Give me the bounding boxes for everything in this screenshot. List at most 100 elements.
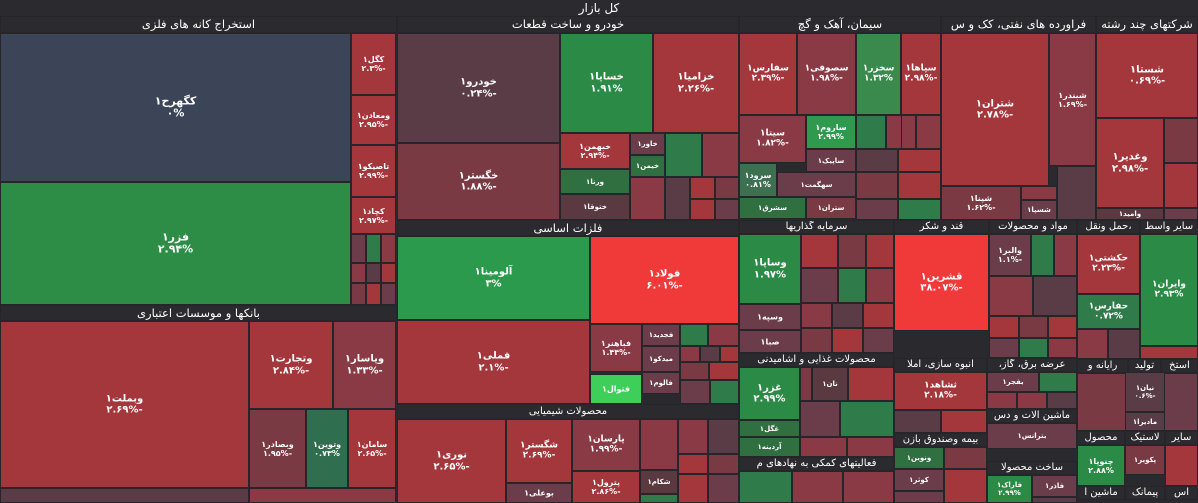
treemap-tile[interactable]: [894, 491, 944, 503]
treemap-tile[interactable]: سپاها۱ -۲.۹۸%: [901, 33, 941, 115]
treemap-tile[interactable]: [680, 362, 709, 380]
treemap-tile[interactable]: بترانس۱: [987, 423, 1077, 449]
treemap-tile[interactable]: [1164, 208, 1198, 220]
treemap-tile[interactable]: فولاد۱ -۶.۰۱%: [590, 236, 739, 324]
treemap-tile[interactable]: خاور۱: [630, 133, 665, 155]
treemap-tile[interactable]: وغدیر۱ -۲.۹۸%: [1096, 118, 1164, 208]
treemap-tile[interactable]: [1164, 163, 1198, 208]
treemap-tile[interactable]: [801, 328, 832, 353]
treemap-tile[interactable]: سصوفی۱ -۱.۹۸%: [797, 33, 856, 115]
treemap-tile[interactable]: کگل۱ -۲.۳%: [351, 33, 396, 95]
treemap-tile[interactable]: کوثر۱: [894, 469, 944, 491]
treemap-tile[interactable]: [678, 474, 708, 503]
treemap-tile[interactable]: ثشاهد۱ -۲.۱۸%: [894, 372, 987, 410]
treemap-tile[interactable]: شکام۱: [640, 470, 678, 494]
treemap-tile[interactable]: [1161, 373, 1198, 431]
treemap-tile[interactable]: نان۱: [812, 367, 848, 401]
treemap-tile[interactable]: [1077, 329, 1108, 359]
treemap-tile[interactable]: [1017, 392, 1047, 409]
treemap-tile[interactable]: [1019, 338, 1048, 358]
treemap-tile[interactable]: [1048, 316, 1077, 338]
treemap-tile[interactable]: [989, 276, 1033, 316]
treemap-tile[interactable]: [739, 471, 792, 503]
treemap-tile[interactable]: خگستر۱ -۱.۸۸%: [397, 143, 560, 220]
treemap-tile[interactable]: [678, 454, 708, 474]
treemap-tile[interactable]: حفارس۱ ۰.۷۲%: [1077, 294, 1140, 329]
treemap-tile[interactable]: [700, 346, 720, 362]
treemap-tile[interactable]: نیان۱ -۰.۶%: [1125, 372, 1165, 412]
treemap-tile[interactable]: [708, 324, 739, 346]
treemap-tile[interactable]: قشرین۱ -۳۸.۰۷%: [894, 234, 989, 331]
treemap-tile[interactable]: [898, 199, 941, 220]
treemap-tile[interactable]: شگستر۱ -۲.۶۹%: [506, 419, 572, 483]
treemap-tile[interactable]: پترول۱ -۲.۸۶%: [572, 471, 640, 503]
treemap-tile[interactable]: پارسان۱ -۱.۹۹%: [572, 419, 640, 471]
treemap-tile[interactable]: فجدید۱: [642, 324, 680, 346]
treemap-tile[interactable]: [866, 268, 894, 303]
treemap-tile[interactable]: سخزر۱ ۱.۳۲%: [856, 33, 901, 115]
treemap-tile[interactable]: [989, 316, 1019, 338]
treemap-tile[interactable]: [1047, 392, 1077, 409]
treemap-tile[interactable]: مادیرا۱: [1125, 412, 1165, 431]
treemap-tile[interactable]: [800, 367, 812, 401]
treemap-tile[interactable]: [832, 328, 863, 353]
treemap-tile[interactable]: [351, 263, 366, 283]
treemap-tile[interactable]: سرود۱ ۰.۸۱%: [739, 163, 777, 197]
treemap-tile[interactable]: [720, 346, 739, 362]
treemap-tile[interactable]: [801, 303, 832, 328]
treemap-tile[interactable]: ستران۱: [806, 197, 856, 219]
treemap-tile[interactable]: [1032, 497, 1077, 503]
treemap-tile[interactable]: [665, 133, 702, 177]
treemap-tile[interactable]: چنوپا۱ ۲.۸۸%: [1077, 445, 1125, 486]
treemap-tile[interactable]: وبملت۱ -۲.۶۹%: [0, 321, 249, 488]
treemap-tile[interactable]: [1039, 372, 1077, 392]
treemap-tile[interactable]: [690, 199, 715, 220]
treemap-tile[interactable]: [640, 419, 678, 470]
treemap-tile[interactable]: سشرق۱: [739, 197, 806, 219]
treemap-tile[interactable]: [1077, 373, 1128, 431]
treemap-tile[interactable]: [710, 380, 739, 404]
treemap-tile[interactable]: حکشتی۱ -۲.۲۳%: [1077, 234, 1140, 294]
treemap-tile[interactable]: [715, 177, 739, 199]
treemap-tile[interactable]: [690, 177, 715, 199]
treemap-tile[interactable]: [1031, 234, 1054, 276]
treemap-tile[interactable]: فباهنر۱ -۱.۴۴%: [590, 324, 642, 372]
treemap-tile[interactable]: [1048, 338, 1077, 358]
treemap-tile[interactable]: [1021, 186, 1057, 200]
treemap-tile[interactable]: [1108, 329, 1140, 359]
treemap-tile[interactable]: شبندر۱ -۱.۶۹%: [1049, 33, 1096, 166]
treemap-tile[interactable]: [702, 133, 739, 177]
treemap-tile[interactable]: [898, 172, 941, 199]
treemap-tile[interactable]: ختوقا۱: [560, 194, 630, 220]
treemap-tile[interactable]: [987, 392, 1017, 409]
treemap-tile[interactable]: [843, 471, 894, 503]
treemap-tile[interactable]: [381, 234, 396, 263]
treemap-tile[interactable]: فاراک۱ ۲.۹۹%: [987, 475, 1032, 503]
treemap-tile[interactable]: [944, 447, 987, 469]
treemap-tile[interactable]: [800, 401, 840, 437]
treemap-tile[interactable]: [0, 488, 249, 503]
treemap-tile[interactable]: آلومینا۱ ۳%: [397, 236, 590, 320]
treemap-tile[interactable]: سهگمت۱: [777, 172, 856, 197]
treemap-tile[interactable]: ونوین۱: [894, 447, 944, 469]
treemap-tile[interactable]: [856, 149, 898, 172]
treemap-tile[interactable]: [1019, 316, 1048, 338]
treemap-tile[interactable]: [1164, 118, 1198, 163]
treemap-tile[interactable]: [856, 199, 898, 220]
treemap-tile[interactable]: [715, 199, 739, 220]
treemap-tile[interactable]: خیمن۱: [630, 155, 665, 177]
treemap-tile[interactable]: [1165, 445, 1198, 486]
treemap-tile[interactable]: فتوال۱: [590, 374, 642, 404]
treemap-tile[interactable]: [894, 410, 941, 433]
treemap-tile[interactable]: [863, 328, 894, 353]
treemap-tile[interactable]: [680, 346, 700, 362]
treemap-tile[interactable]: [249, 488, 396, 503]
treemap-tile[interactable]: وایران۱ ۲.۹۳%: [1140, 234, 1198, 346]
treemap-tile[interactable]: [832, 303, 863, 328]
treemap-tile[interactable]: [898, 149, 941, 172]
treemap-tile[interactable]: [640, 494, 678, 503]
treemap-tile[interactable]: [944, 469, 987, 503]
treemap-tile[interactable]: [1054, 234, 1077, 276]
treemap-tile[interactable]: [838, 268, 866, 303]
treemap-tile[interactable]: [351, 234, 366, 263]
